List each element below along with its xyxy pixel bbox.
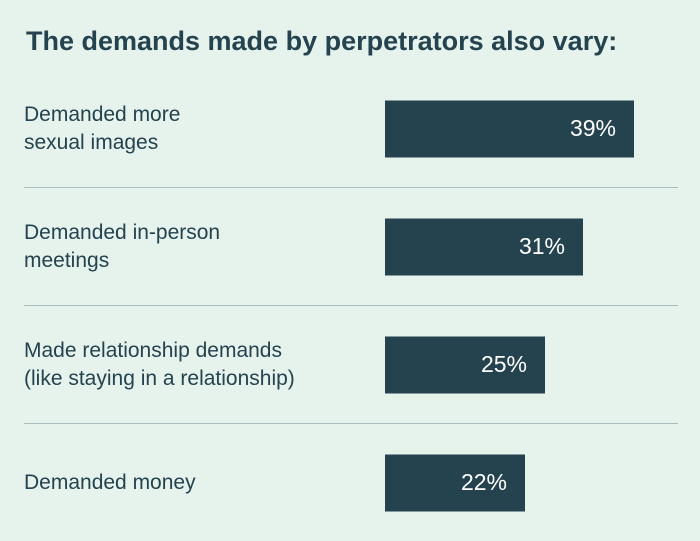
row-divider — [24, 187, 678, 188]
row-divider — [24, 305, 678, 306]
category-label: Made relationship demands (like staying … — [24, 338, 295, 390]
bar: 39% — [385, 100, 634, 157]
chart-title: The demands made by perpetrators also va… — [26, 26, 618, 56]
category-label: Demanded in-person meetings — [24, 220, 221, 272]
bar-row: Demanded money 22% — [24, 424, 678, 541]
bar-row: Demanded more sexual images 39% — [24, 70, 678, 187]
bar: 25% — [385, 336, 545, 393]
bar: 22% — [385, 454, 525, 511]
bar-value-label: 31% — [518, 233, 565, 259]
bar-row: Made relationship demands (like staying … — [24, 306, 678, 423]
row-divider — [24, 423, 678, 424]
bar-rows: Demanded more sexual images 39% Demanded i… — [24, 70, 678, 541]
category-label: Demanded money — [24, 470, 196, 494]
bar-value-label: 22% — [460, 469, 507, 495]
bar-row: Demanded in-person meetings 31% — [24, 188, 678, 305]
bar-value-label: 39% — [569, 115, 616, 141]
bar: 31% — [385, 218, 583, 275]
category-label: Demanded more sexual images — [24, 102, 181, 154]
bar-value-label: 25% — [480, 351, 527, 377]
